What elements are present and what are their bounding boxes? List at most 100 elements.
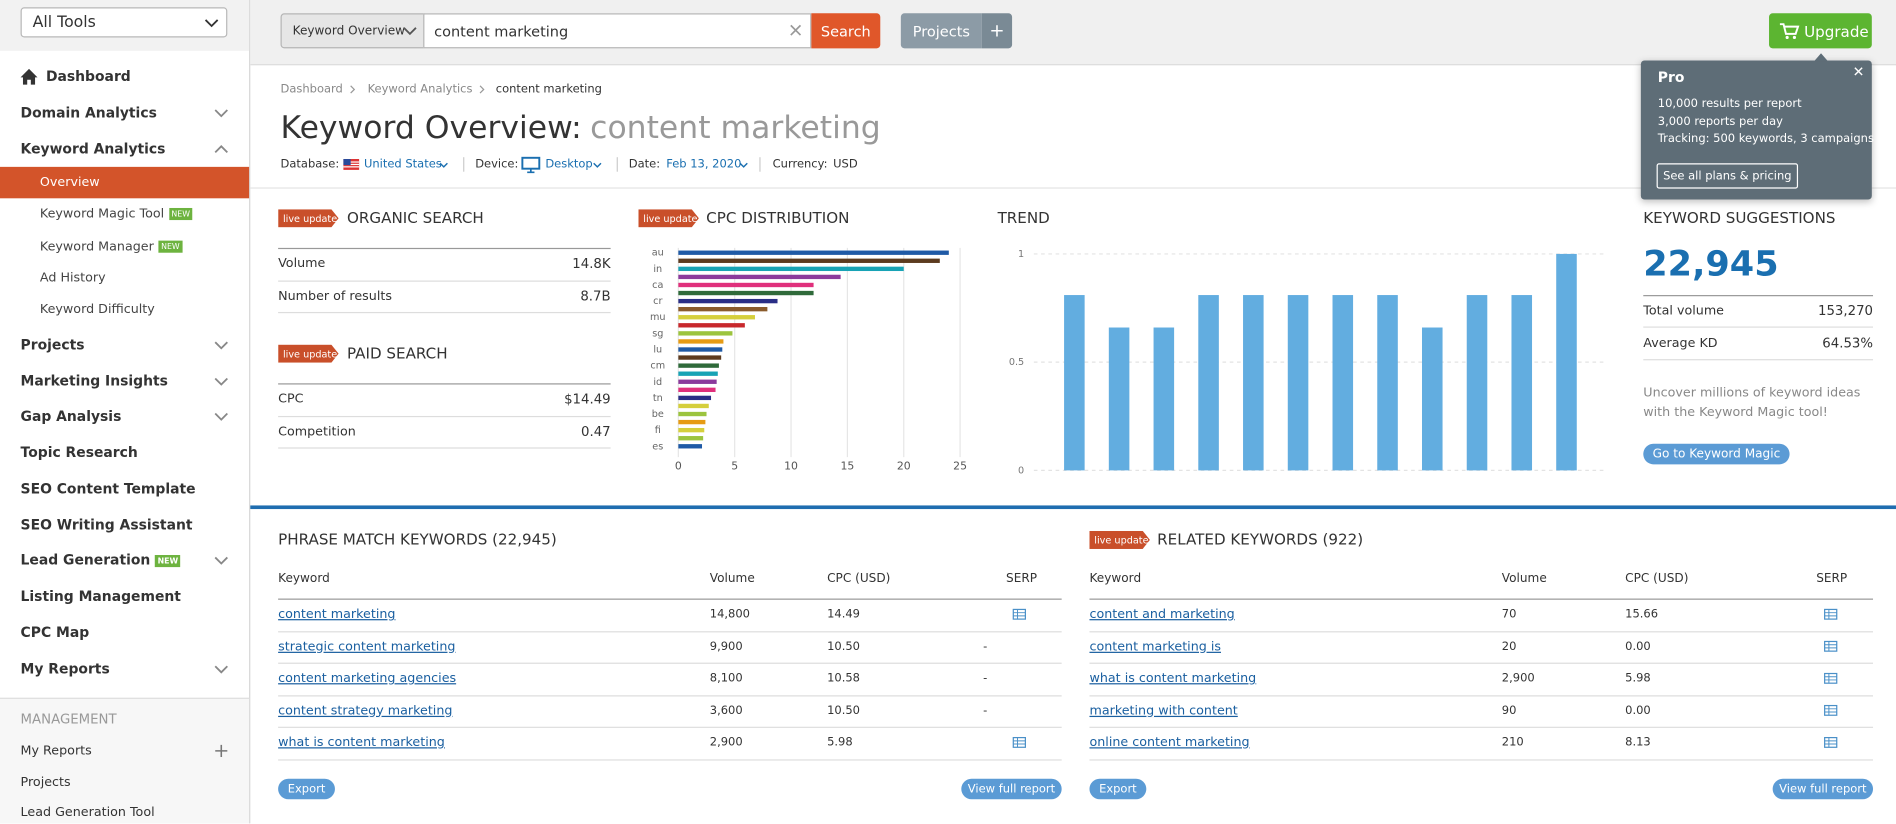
serp-empty: -: [983, 671, 988, 686]
menu-item[interactable]: Lead Generation NEW: [21, 551, 181, 568]
menu-item[interactable]: Gap Analysis: [20, 407, 122, 425]
flag-icon: [343, 159, 360, 170]
bar: [678, 363, 719, 368]
volume: 70: [1501, 607, 1517, 621]
live-badge-label: live update: [643, 212, 698, 224]
export-label[interactable]: Export: [287, 782, 326, 796]
report-select[interactable]: [280, 13, 425, 49]
live-badge: [638, 209, 699, 228]
management-item[interactable]: My Reports: [20, 743, 92, 759]
full-report-button[interactable]: [961, 778, 1062, 800]
bar: [1556, 253, 1577, 471]
chart-title: TREND: [997, 208, 1050, 227]
full-report-label[interactable]: View full report: [1779, 782, 1867, 796]
magic-button-label[interactable]: Go to Keyword Magic: [1652, 447, 1781, 461]
keyword-link[interactable]: content and marketing: [1089, 607, 1235, 622]
popup-arrow: [1813, 53, 1829, 62]
full-report-label[interactable]: View full report: [967, 782, 1056, 796]
management-item[interactable]: Projects: [20, 774, 71, 790]
cpc: 15.66: [1625, 607, 1659, 621]
table-line: [1089, 726, 1874, 728]
filter-value[interactable]: Desktop: [545, 157, 593, 172]
report-select-label[interactable]: Keyword Overview: [292, 24, 406, 38]
full-report-button[interactable]: [1772, 778, 1874, 800]
row-label: Number of results: [278, 288, 392, 303]
suggestions-text: Uncover millions of keyword ideas with t…: [1643, 385, 1861, 420]
submenu-item[interactable]: Keyword Difficulty: [39, 302, 155, 318]
menu-item[interactable]: SEO Content Template: [20, 480, 196, 497]
tool-select[interactable]: [20, 7, 228, 38]
menu-item[interactable]: Dashboard: [45, 67, 131, 85]
keyword-link[interactable]: marketing with content: [1089, 703, 1238, 718]
filter-value[interactable]: United States: [363, 157, 442, 172]
keyword-link[interactable]: strategic content marketing: [278, 639, 456, 654]
export-label[interactable]: Export: [1099, 782, 1137, 796]
popup-button-label[interactable]: See all plans & pricing: [1663, 169, 1792, 183]
filter-value[interactable]: Feb 13, 2020: [666, 157, 742, 172]
submenu-item[interactable]: Ad History: [39, 270, 106, 286]
projects-button[interactable]: [900, 13, 982, 49]
search-button-label[interactable]: Search: [820, 22, 871, 40]
search-input[interactable]: [423, 13, 812, 49]
menu-item[interactable]: Topic Research: [20, 443, 138, 461]
keyword-link[interactable]: content marketing agencies: [278, 671, 457, 686]
menu-active[interactable]: [0, 166, 250, 199]
search-button[interactable]: [811, 13, 881, 49]
menu-item[interactable]: Listing Management: [20, 587, 181, 605]
keyword-link[interactable]: what is content marketing: [278, 735, 445, 750]
keyword-link[interactable]: content marketing: [278, 607, 396, 622]
breadcrumb-separator: [479, 85, 485, 94]
menu-item[interactable]: SEO Writing Assistant: [20, 516, 193, 534]
y-tick-label: 0: [1018, 465, 1024, 476]
export-button[interactable]: [1089, 778, 1147, 800]
keyword-link[interactable]: content strategy marketing: [278, 703, 453, 718]
bar: [1198, 295, 1219, 471]
breadcrumb-item[interactable]: Dashboard: [280, 82, 343, 97]
submenu-item[interactable]: Keyword Magic Tool NEW: [40, 207, 193, 222]
table-line: [1089, 694, 1874, 696]
row-value: 64.53%: [1822, 335, 1874, 352]
new-badge: NEW: [158, 240, 183, 253]
menu-item[interactable]: Marketing Insights: [20, 372, 168, 390]
keyword-link[interactable]: content marketing is: [1089, 639, 1221, 654]
add-project-label[interactable]: +: [989, 19, 1005, 42]
bar: [1466, 295, 1488, 471]
export-button[interactable]: [278, 778, 335, 800]
menu-item[interactable]: My Reports: [20, 660, 110, 678]
x-tick-label: 0: [675, 460, 682, 473]
magic-button[interactable]: [1643, 443, 1790, 465]
submenu-item[interactable]: Keyword Manager NEW: [40, 239, 183, 253]
breadcrumb-item[interactable]: Keyword Analytics: [367, 82, 473, 97]
y-tick-label: fi: [655, 425, 661, 436]
projects-label[interactable]: Projects: [912, 22, 970, 40]
breadcrumb-item: content marketing: [495, 82, 602, 97]
volume: 90: [1501, 703, 1517, 718]
flag-canton: [343, 159, 351, 166]
y-tick-label: lu: [653, 345, 662, 356]
management-item[interactable]: Lead Generation Tool: [20, 805, 155, 821]
add-project-button[interactable]: [981, 13, 1013, 49]
keyword-link[interactable]: online content marketing: [1089, 735, 1250, 750]
volume: 9,900: [709, 639, 743, 653]
bar: [1108, 327, 1130, 471]
serp-icon: [1824, 640, 1838, 652]
x-tick-label: 10: [784, 460, 798, 473]
menu-item[interactable]: Keyword Analytics: [20, 140, 166, 158]
table-line: [1089, 662, 1874, 664]
upgrade-label[interactable]: Upgrade: [1804, 21, 1869, 40]
popup-button[interactable]: [1656, 163, 1799, 189]
menu-item[interactable]: CPC Map: [20, 623, 90, 641]
bar: [678, 250, 949, 255]
live-badge: [1089, 530, 1150, 549]
menu-item[interactable]: Projects: [20, 336, 85, 354]
keyword-link[interactable]: what is content marketing: [1089, 671, 1257, 686]
monitor-icon: [521, 156, 541, 170]
submenu-item[interactable]: Overview: [39, 175, 100, 190]
menu-item[interactable]: Domain Analytics: [20, 103, 157, 121]
cpc: 10.58: [827, 671, 860, 686]
search-query[interactable]: content marketing: [434, 22, 569, 40]
y-tick-label: mu: [650, 312, 666, 323]
section-title: MANAGEMENT: [20, 711, 117, 728]
tool-select-label[interactable]: All Tools: [32, 13, 96, 33]
